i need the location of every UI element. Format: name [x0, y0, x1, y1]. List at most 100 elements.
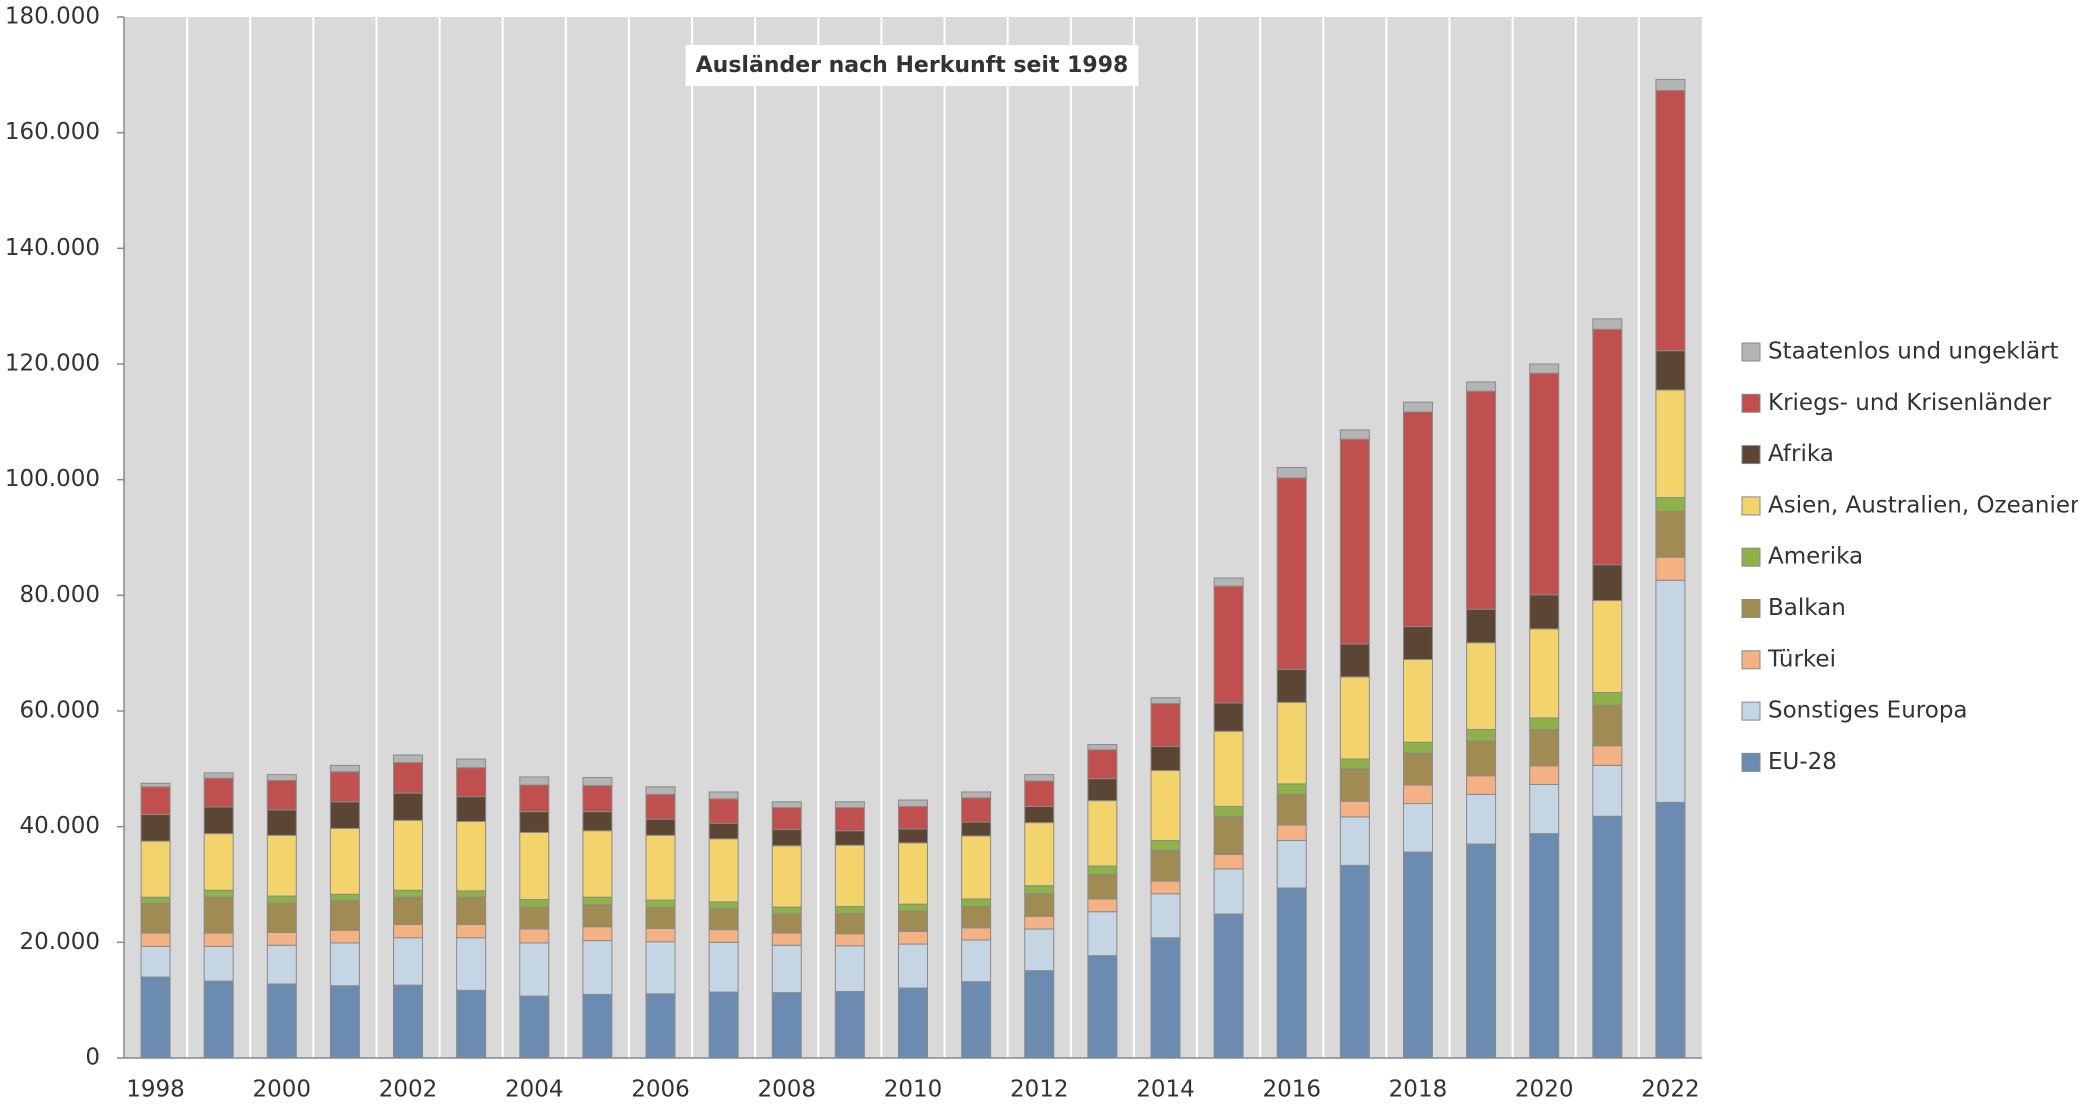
bar-segment — [961, 797, 992, 823]
bar-segment — [266, 809, 297, 836]
bar-segment — [1339, 429, 1370, 440]
bar-segment — [456, 923, 487, 939]
bar-segment — [1529, 833, 1560, 1059]
bar-segment — [1402, 401, 1433, 413]
bar-segment — [898, 943, 928, 989]
x-tick-label: 2010 — [884, 1077, 943, 1103]
bar-segment — [329, 942, 360, 987]
bar-segment — [1339, 438, 1370, 645]
bar-segment — [1087, 911, 1118, 957]
bar-segment — [1213, 868, 1244, 915]
y-tick-label: 40.000 — [20, 813, 100, 839]
separators — [186, 17, 1640, 1058]
bar-segment — [771, 845, 802, 908]
bar-segment — [771, 944, 802, 994]
bar-segment — [1339, 768, 1370, 802]
x-tick-label: 2008 — [757, 1077, 816, 1103]
bar-segment — [140, 786, 171, 816]
legend-swatch — [1741, 496, 1761, 516]
bar-segment — [1150, 745, 1181, 772]
bar-segment — [1466, 843, 1497, 1059]
bar-segment — [708, 929, 739, 943]
bar-segment — [140, 945, 171, 978]
legend-label: Asien, Australien, Ozeanien — [1768, 492, 2078, 518]
bar-segment — [1402, 784, 1433, 805]
bar-segment — [1655, 78, 1686, 91]
bar-segment — [1402, 741, 1433, 754]
bar-segment — [1276, 840, 1307, 889]
bar-segment — [1402, 659, 1433, 743]
bar-segment — [1276, 477, 1307, 670]
bar-segment — [519, 784, 550, 813]
bar-segment — [140, 896, 171, 905]
bar-segment — [456, 758, 487, 769]
bar-segment — [140, 976, 171, 1059]
bar-segment — [645, 941, 676, 995]
bar-segment — [1529, 363, 1560, 374]
bar-segment — [393, 792, 424, 821]
legend-label: Balkan — [1768, 595, 1846, 621]
bar-segment — [645, 793, 676, 820]
bar-segment — [456, 820, 487, 892]
bar-segment — [961, 981, 992, 1059]
y-tick-label: 140.000 — [5, 235, 100, 261]
bar-segment — [140, 814, 171, 842]
bar-segment — [1655, 510, 1686, 558]
bar-segment — [1024, 970, 1055, 1059]
bar-segment — [1087, 955, 1118, 1059]
bar-segment — [1466, 381, 1497, 392]
bar-segment — [1024, 928, 1055, 972]
bar-segment — [1655, 579, 1686, 803]
bar-segment — [1655, 801, 1686, 1059]
bar-segment — [203, 889, 234, 898]
bar-segment — [708, 791, 739, 800]
bar-segment — [834, 830, 865, 846]
bar-segment — [1655, 89, 1686, 352]
bar-segment — [834, 801, 865, 809]
bar-segment — [1024, 822, 1055, 887]
bar-segment — [1529, 729, 1560, 767]
bar-segment — [1150, 880, 1181, 895]
bar-segment — [1339, 676, 1370, 760]
bar-segment — [1276, 887, 1307, 1059]
bar-segment — [203, 772, 234, 779]
bar-segment — [834, 844, 865, 907]
legend-swatch — [1741, 547, 1761, 567]
bar-segment — [1024, 780, 1055, 807]
bar-segment — [1087, 865, 1118, 876]
x-tick-label: 2004 — [505, 1077, 564, 1103]
x-tick-label: 1998 — [126, 1077, 185, 1103]
bar-segment — [961, 939, 992, 983]
legend-label: Sonstiges Europa — [1768, 698, 1968, 724]
bar-segment — [519, 899, 550, 908]
bar-segment — [456, 896, 487, 925]
bar-segment — [961, 898, 992, 907]
bar-segment — [1655, 497, 1686, 512]
bar-segment — [708, 798, 739, 824]
bar-segment — [645, 786, 676, 795]
bar-segment — [645, 927, 676, 943]
bar-segment — [1024, 774, 1055, 782]
bar-segment — [1529, 372, 1560, 596]
bar-segment — [1339, 758, 1370, 770]
bar-segment — [266, 779, 297, 811]
bar-segment — [834, 945, 865, 992]
bar-segment — [771, 801, 802, 809]
bar-segment — [1276, 467, 1307, 479]
bar-segment — [708, 908, 739, 931]
bar-segment — [645, 907, 676, 929]
bar-segment — [329, 764, 360, 773]
bar-segment — [1402, 851, 1433, 1059]
bar-segment — [203, 980, 234, 1059]
x-tick-label: 2012 — [1010, 1077, 1069, 1103]
bar-segment — [1466, 740, 1497, 777]
bar-segment — [961, 821, 992, 837]
bar-segment — [1466, 775, 1497, 795]
y-tick-label: 160.000 — [5, 119, 100, 145]
bar-segment — [1150, 840, 1181, 851]
bar-segment — [961, 835, 992, 900]
bar-segment — [266, 774, 297, 781]
bar-segment — [1592, 564, 1623, 602]
